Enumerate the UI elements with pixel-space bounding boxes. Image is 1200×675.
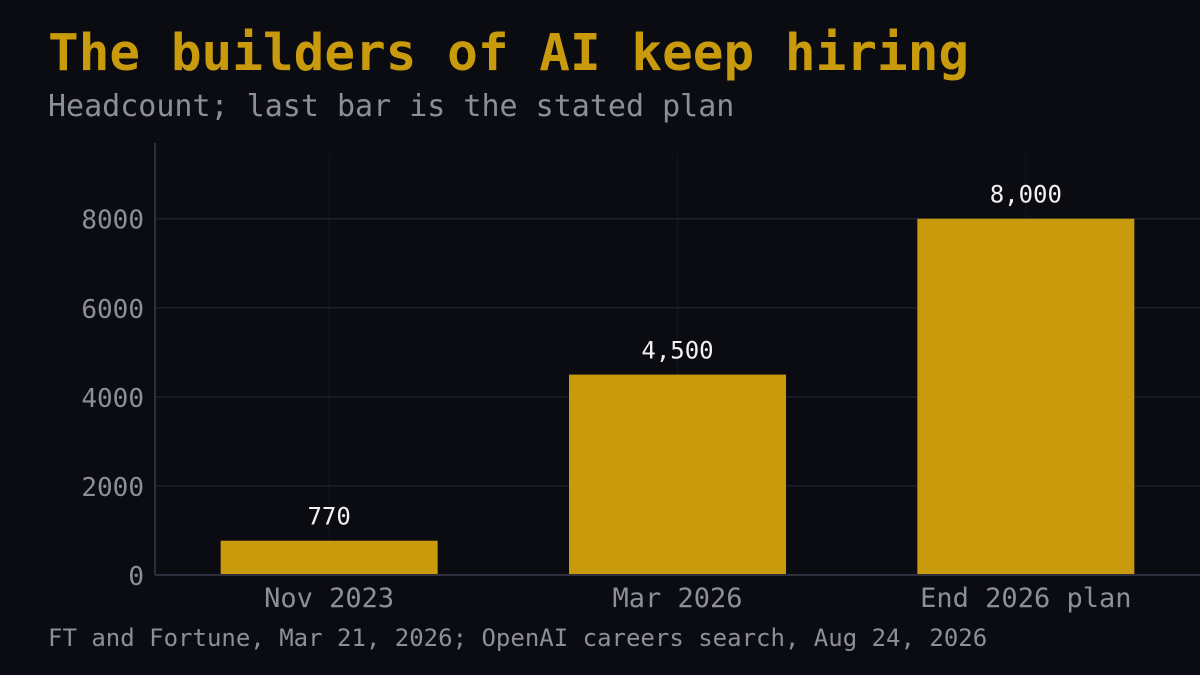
source-note: FT and Fortune, Mar 21, 2026; OpenAI car… [48,624,988,652]
y-tick-label: 0 [128,562,144,592]
bar-3 [917,218,1135,574]
y-tick-label: 6000 [81,295,144,325]
bar-2 [569,374,786,574]
y-tick-label: 2000 [81,473,144,503]
data-label: 4,500 [641,337,713,365]
data-label: 770 [307,503,350,531]
bar-1 [220,540,438,574]
x-tick-label: End 2026 plan [920,583,1131,614]
y-tick-label: 8000 [81,206,144,236]
x-tick-label: Nov 2023 [264,583,394,614]
chart-subtitle: Headcount; last bar is the stated plan [48,89,735,124]
y-tick-label: 4000 [81,384,144,414]
x-tick-label: Mar 2026 [612,583,742,614]
chart-title: The builders of AI keep hiring [48,24,970,83]
data-label: 8,000 [990,181,1062,209]
